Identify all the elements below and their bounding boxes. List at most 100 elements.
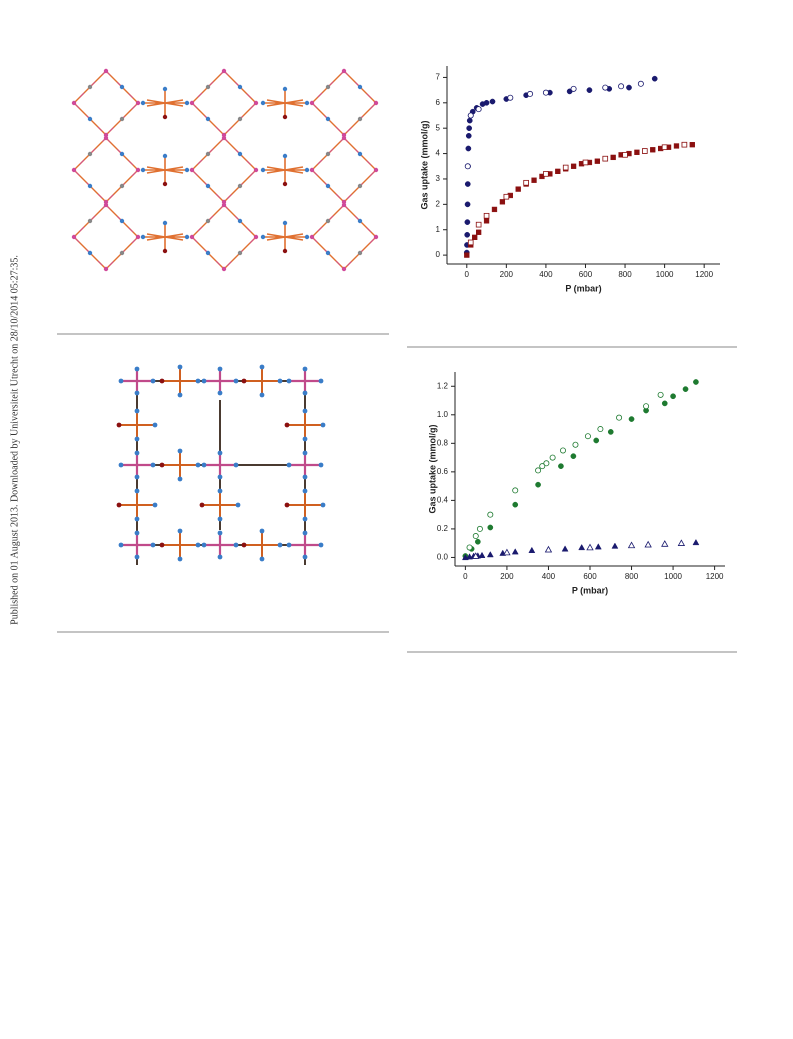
data-point [681, 141, 688, 148]
data-point [478, 551, 486, 558]
data-point [539, 463, 546, 470]
y-tick-label: 6 [436, 98, 441, 107]
data-point [472, 234, 478, 240]
y-tick-label: 1 [436, 225, 441, 234]
data-point [558, 463, 564, 469]
x-tick-label: 400 [542, 572, 556, 581]
data-point [593, 437, 600, 444]
data-point [634, 149, 640, 155]
data-point [682, 386, 689, 392]
x-tick-label: 0 [465, 270, 470, 279]
data-point [643, 403, 650, 410]
data-point [562, 164, 569, 171]
y-axis-title: Gas uptake (mmol/g) [419, 120, 429, 209]
data-point [622, 152, 628, 158]
data-point [661, 540, 669, 547]
data-point [542, 89, 549, 96]
margin-note: Published on 01 August 2013. Downloaded … [9, 255, 20, 625]
y-axis-title: Gas uptake (mmol/g) [427, 424, 437, 513]
data-point [503, 193, 510, 200]
data-point [535, 467, 542, 474]
data-point [616, 414, 623, 421]
data-point [650, 147, 656, 153]
data-point [523, 179, 529, 186]
data-point [465, 145, 472, 152]
x-tick-label: 1000 [664, 572, 682, 581]
data-point [602, 84, 609, 91]
structure-image-1 [71, 68, 379, 272]
data-point [607, 429, 614, 435]
x-tick-label: 200 [500, 270, 514, 279]
y-tick-label: 1.0 [437, 410, 449, 419]
data-point [531, 177, 537, 183]
data-point [465, 132, 472, 139]
data-point [692, 538, 700, 546]
data-point [466, 117, 473, 124]
data-point [570, 85, 577, 92]
data-point [472, 533, 479, 540]
data-point [474, 538, 481, 545]
data-point [582, 159, 589, 166]
data-point [544, 545, 553, 553]
y-tick-label: 0.4 [437, 495, 449, 504]
data-point [627, 541, 636, 549]
data-point [637, 80, 644, 87]
data-point [651, 75, 658, 82]
data-point [693, 379, 699, 385]
y-tick-label: 0.8 [437, 438, 449, 447]
y-tick-label: 0 [436, 250, 441, 259]
x-axis-title: P (mbar) [572, 585, 608, 595]
data-point [543, 460, 550, 467]
data-point [561, 545, 569, 552]
data-point [555, 168, 561, 174]
data-point [570, 163, 577, 169]
data-point [511, 548, 519, 555]
x-tick-label: 1200 [695, 270, 713, 279]
data-point [464, 201, 471, 208]
data-point [464, 252, 470, 258]
x-tick-label: 800 [625, 572, 639, 581]
data-point [527, 90, 534, 97]
data-point [597, 426, 604, 433]
data-point [572, 441, 579, 448]
data-point [483, 218, 490, 224]
data-point [475, 221, 482, 228]
data-point [661, 144, 668, 151]
data-point [499, 199, 506, 205]
data-point [476, 525, 483, 532]
data-point [464, 163, 471, 170]
data-point [578, 543, 586, 551]
y-tick-label: 4 [436, 149, 441, 158]
data-point [642, 148, 648, 154]
y-tick-label: 5 [436, 123, 441, 132]
data-point [472, 552, 480, 559]
y-tick-label: 2 [436, 199, 441, 208]
data-point [586, 87, 593, 93]
data-point [464, 231, 471, 238]
x-tick-label: 800 [618, 270, 632, 279]
y-tick-label: 0.2 [437, 524, 449, 533]
data-point [611, 542, 619, 549]
data-point [594, 543, 602, 550]
data-point [689, 142, 695, 148]
data-point [594, 158, 600, 164]
data-point [610, 154, 616, 161]
data-point [507, 94, 514, 101]
data-point [483, 212, 490, 219]
data-point [586, 543, 594, 551]
data-point [543, 171, 549, 177]
data-point [464, 219, 471, 225]
x-tick-label: 200 [500, 572, 514, 581]
data-point [670, 393, 676, 400]
x-tick-label: 400 [539, 270, 553, 279]
x-tick-label: 600 [579, 270, 593, 279]
y-tick-label: 7 [436, 73, 441, 82]
data-point [486, 551, 494, 558]
data-point [512, 487, 519, 494]
data-point [535, 481, 541, 488]
data-point [503, 548, 511, 556]
data-point [677, 539, 686, 546]
y-tick-label: 3 [436, 174, 441, 183]
